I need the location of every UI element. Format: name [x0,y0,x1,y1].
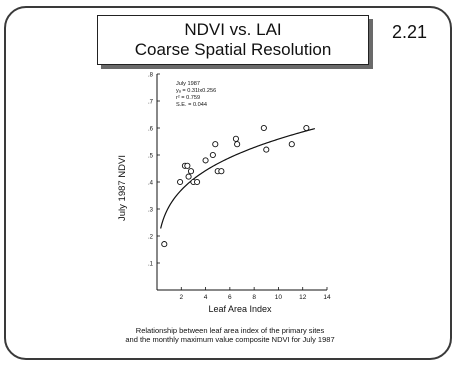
data-point [260,124,267,132]
x-tick-label: 14 [323,294,331,301]
data-point [209,151,216,159]
y-axis-label: July 1987 NDVI [117,155,128,221]
x-tick-label: 8 [252,294,256,301]
y-tick-label: .2 [148,235,154,241]
annotation-line: yₐ = 0.31lx0.256 [176,88,216,94]
data-point [161,241,168,248]
data-point [234,141,241,148]
fit-curve [160,128,316,229]
annotation-line: S.E. = 0.044 [176,102,207,108]
y-tick-label: .1 [148,262,154,268]
y-tick-label: .8 [148,73,154,79]
title-line-2: Coarse Spatial Resolution [134,40,332,59]
title-line-1: NDVI vs. LAI [184,20,282,39]
y-tick-label: .4 [148,181,154,187]
y-tick-label: .6 [148,127,154,133]
data-point [185,173,192,180]
annotation-line: r² = 0.759 [176,95,200,101]
x-tick-label: 12 [299,294,307,301]
x-axis-label: Leaf Area Index [208,304,272,314]
x-tick-label: 6 [228,294,232,301]
data-point [212,141,219,148]
x-ticks: 2 4 6 8 10 12 14 [179,287,331,301]
data-point [177,178,184,186]
data-point [303,124,310,132]
data-point [194,178,201,186]
data-points [161,124,310,248]
slide-number: 2.21 [392,22,428,42]
annotation-line: July 1987 [176,81,200,87]
data-point [288,141,295,148]
x-tick-label: 4 [204,294,208,301]
slide-frame [4,6,452,360]
data-point [184,162,191,169]
data-point [187,168,195,175]
x-tick-label: 2 [179,294,183,301]
caption-line-2: and the monthly maximum value composite … [125,335,335,344]
y-tick-label: .5 [148,154,154,160]
data-point [232,135,239,142]
chart-caption: Relationship between leaf area index of … [60,326,400,344]
caption-line-1: Relationship between leaf area index of … [135,326,325,335]
data-point [218,168,225,175]
x-tick-label: 10 [275,294,283,301]
y-tick-label: .7 [148,100,154,106]
data-point [202,157,209,164]
y-tick-label: .3 [148,208,154,214]
title-box: NDVI vs. LAI Coarse Spatial Resolution [97,15,369,65]
data-point [263,146,270,153]
y-ticks: .1 .2 .3 .4 .5 .6 .7 .8 [148,73,160,268]
